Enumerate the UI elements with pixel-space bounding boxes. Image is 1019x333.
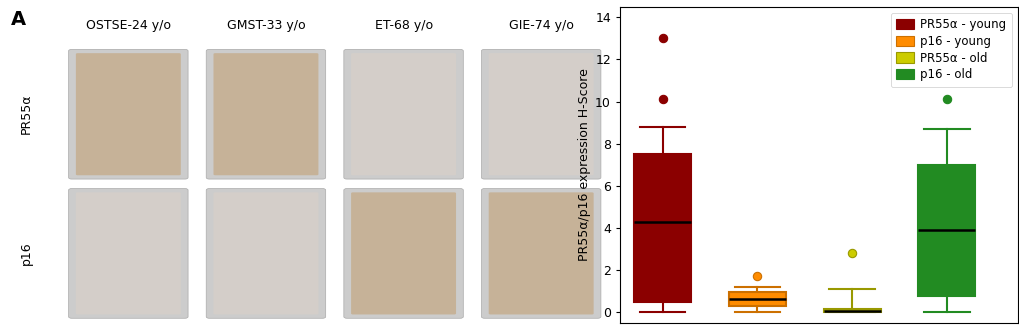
FancyBboxPatch shape	[343, 49, 463, 179]
FancyBboxPatch shape	[206, 49, 325, 179]
FancyBboxPatch shape	[351, 192, 455, 314]
FancyBboxPatch shape	[481, 188, 600, 318]
Bar	[917, 165, 974, 296]
FancyBboxPatch shape	[213, 53, 318, 175]
FancyBboxPatch shape	[351, 53, 455, 175]
FancyBboxPatch shape	[481, 49, 600, 179]
Text: p16: p16	[19, 242, 33, 265]
FancyBboxPatch shape	[68, 188, 187, 318]
FancyBboxPatch shape	[206, 188, 325, 318]
FancyBboxPatch shape	[343, 188, 463, 318]
Text: A: A	[11, 10, 26, 29]
Legend: PR55α - young, p16 - young, PR55α - old, p16 - old: PR55α - young, p16 - young, PR55α - old,…	[890, 13, 1011, 87]
FancyBboxPatch shape	[488, 53, 593, 175]
Bar	[823, 309, 879, 312]
FancyBboxPatch shape	[488, 192, 593, 314]
FancyBboxPatch shape	[75, 192, 180, 314]
Bar	[729, 292, 785, 306]
Text: OSTSE-24 y/o: OSTSE-24 y/o	[86, 19, 170, 32]
FancyBboxPatch shape	[68, 49, 187, 179]
FancyBboxPatch shape	[213, 192, 318, 314]
Text: PR55α: PR55α	[19, 94, 33, 135]
Bar	[634, 154, 691, 302]
Text: GIE-74 y/o: GIE-74 y/o	[508, 19, 573, 32]
Y-axis label: PR55α/p16 expression H-Score: PR55α/p16 expression H-Score	[578, 68, 590, 261]
FancyBboxPatch shape	[75, 53, 180, 175]
Text: GMST-33 y/o: GMST-33 y/o	[226, 19, 305, 32]
Text: ET-68 y/o: ET-68 y/o	[374, 19, 432, 32]
